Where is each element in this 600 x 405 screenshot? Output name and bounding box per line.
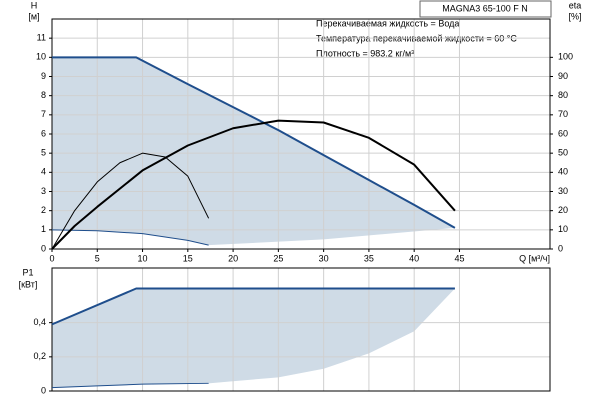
y2-tick-label: 90 bbox=[558, 71, 568, 81]
y2-label: eta bbox=[569, 0, 582, 10]
x-tick-label: 0 bbox=[49, 253, 54, 263]
curve bbox=[51, 119, 456, 250]
y-tick-label: 1 bbox=[41, 224, 46, 234]
x-tick-label: 35 bbox=[364, 253, 374, 263]
y-tick-label: 3 bbox=[41, 186, 46, 196]
y-tick-label: 0 bbox=[41, 385, 46, 395]
y-tick-label: 2 bbox=[41, 205, 46, 215]
y2-unit: [%] bbox=[568, 11, 581, 21]
x-tick-label: 10 bbox=[138, 253, 148, 263]
chart-title: MAGNA3 65-100 F N bbox=[442, 3, 528, 13]
y-tick-label: 4 bbox=[41, 167, 46, 177]
y-tick-label: 10 bbox=[36, 52, 46, 62]
title-box bbox=[419, 0, 552, 18]
y2-tick-label: 40 bbox=[558, 167, 568, 177]
y-tick-label: 8 bbox=[41, 90, 46, 100]
curve bbox=[51, 382, 209, 389]
y-tick-label: 5 bbox=[41, 148, 46, 158]
x-tick-label: 40 bbox=[409, 253, 419, 263]
y-tick-label: 11 bbox=[37, 33, 46, 43]
x-tick-label: 15 bbox=[183, 253, 193, 263]
y-label: H bbox=[31, 0, 38, 10]
x-tick-label: 5 bbox=[95, 253, 100, 263]
y2-tick-label: 100 bbox=[558, 52, 573, 62]
y2-tick-label: 60 bbox=[558, 128, 568, 138]
y-tick-label: 9 bbox=[41, 71, 46, 81]
y-unit: [м] bbox=[28, 11, 39, 21]
y-tick-label: 6 bbox=[41, 128, 46, 138]
curve bbox=[51, 287, 455, 326]
y-label: P1 bbox=[22, 267, 33, 277]
curve bbox=[51, 152, 210, 250]
x-tick-label: 20 bbox=[228, 253, 238, 263]
operating-area bbox=[52, 288, 455, 388]
y2-tick-label: 50 bbox=[558, 148, 568, 158]
y2-tick-label: 10 bbox=[558, 224, 568, 234]
y-unit: [кВт] bbox=[19, 279, 38, 289]
annotation: Перекачиваемая жидкость = Вода bbox=[316, 18, 459, 28]
y2-tick-label: 20 bbox=[558, 205, 568, 215]
y2-tick-label: 70 bbox=[558, 109, 568, 119]
y2-tick-label: 0 bbox=[558, 243, 563, 253]
curve bbox=[51, 229, 209, 246]
y2-tick-label: 30 bbox=[558, 186, 568, 196]
x-tick-label: 45 bbox=[454, 253, 464, 263]
annotation: Плотность = 983.2 кг/м³ bbox=[316, 48, 414, 58]
curve bbox=[52, 56, 456, 229]
y-tick-label: 7 bbox=[41, 109, 46, 119]
y2-tick-label: 80 bbox=[558, 90, 568, 100]
operating-area bbox=[52, 57, 455, 246]
y-tick-label: 0,4 bbox=[33, 317, 46, 327]
x-tick-label: 25 bbox=[273, 253, 283, 263]
x-label: Q [м³/ч] bbox=[519, 253, 550, 263]
y-tick-label: 0 bbox=[41, 243, 46, 253]
y-tick-label: 0,2 bbox=[33, 351, 46, 361]
plot-frame bbox=[51, 267, 551, 392]
plot-frame bbox=[51, 18, 551, 250]
x-tick-label: 30 bbox=[319, 253, 329, 263]
